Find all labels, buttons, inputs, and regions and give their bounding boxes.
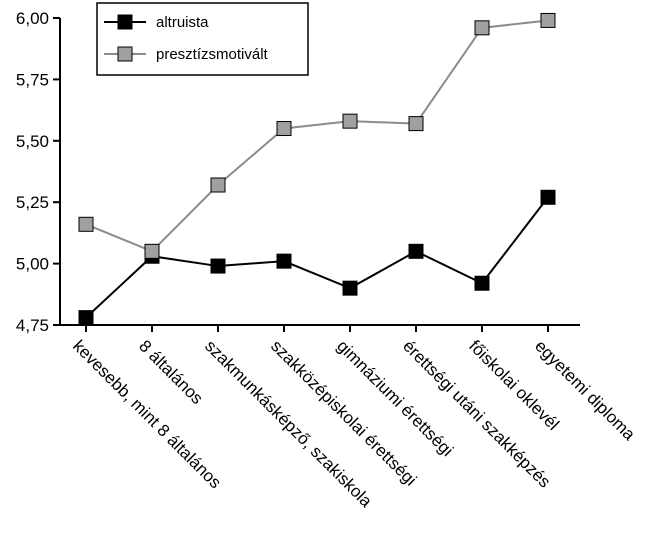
series-line-1 [85,19,549,253]
legend-label: altruista [156,14,209,31]
data-point [540,189,556,205]
legend-marker [117,46,133,62]
series-layer [78,12,556,326]
data-point [78,310,94,326]
legend-marker [117,14,133,30]
data-point [342,280,358,296]
data-point [408,116,424,132]
y-tick-label: 5,00 [16,255,49,274]
y-tick-label: 4,75 [16,316,49,335]
data-point [210,177,226,193]
data-point [210,258,226,274]
data-point [276,253,292,269]
data-point [78,216,94,232]
data-point [474,275,490,291]
data-point [540,12,556,28]
axes [59,18,580,326]
data-point [342,113,358,129]
legend: altruista presztízsmotivált [96,2,309,76]
y-ticks: 4,75 5,00 5,25 5,50 5,75 6,00 [16,9,60,335]
legend-items: altruista presztízsmotivált [104,14,269,63]
data-point [474,20,490,36]
x-tick-label: gimnáziumi érettségi [333,336,457,460]
y-tick-label: 5,75 [16,70,49,89]
y-tick-label: 6,00 [16,9,49,28]
data-point [276,121,292,137]
y-tick-label: 5,25 [16,193,49,212]
series-line-0 [85,196,549,319]
data-point [408,243,424,259]
x-tick-label: 8 általános [135,336,207,408]
legend-label: presztízsmotivált [156,46,269,63]
y-tick-label: 5,50 [16,132,49,151]
data-point [144,243,160,259]
